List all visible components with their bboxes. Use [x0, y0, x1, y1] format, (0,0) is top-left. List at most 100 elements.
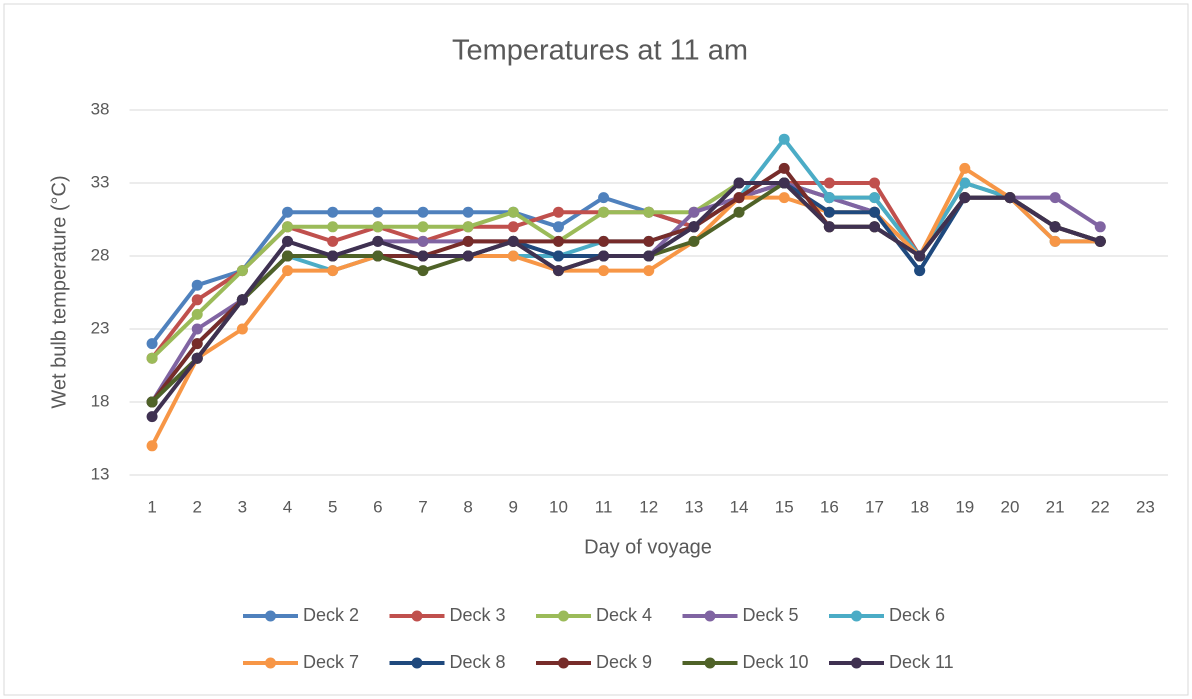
- x-tick-label: 12: [639, 497, 658, 516]
- legend-marker: [411, 657, 423, 669]
- data-point: [372, 206, 384, 218]
- data-point: [282, 221, 294, 233]
- legend-label: Deck 9: [596, 652, 652, 672]
- data-point: [914, 265, 926, 277]
- data-point: [462, 235, 474, 247]
- chart-title: Temperatures at 11 am: [452, 35, 748, 67]
- data-point: [372, 235, 384, 247]
- data-point: [236, 265, 248, 277]
- x-tick-label: 11: [595, 497, 613, 516]
- data-point: [327, 206, 339, 218]
- data-point: [1094, 221, 1106, 233]
- data-point: [146, 396, 158, 408]
- data-point: [191, 308, 203, 320]
- data-point: [191, 279, 203, 291]
- legend-marker: [851, 657, 862, 669]
- legend-label: Deck 10: [743, 652, 809, 672]
- x-tick-label: 3: [238, 497, 247, 516]
- x-tick-label: 1: [147, 497, 156, 516]
- data-point: [146, 440, 158, 452]
- data-point: [733, 206, 745, 218]
- y-tick-label: 23: [91, 318, 110, 337]
- data-point: [778, 162, 790, 174]
- legend-marker: [851, 610, 862, 622]
- data-point: [417, 235, 429, 247]
- data-point: [552, 221, 564, 233]
- x-tick-label: 5: [328, 497, 337, 516]
- data-point: [598, 265, 610, 277]
- data-point: [914, 250, 926, 262]
- x-tick-label: 21: [1046, 497, 1065, 516]
- legend-label: Deck 11: [889, 652, 954, 672]
- data-point: [869, 206, 881, 218]
- data-point: [643, 250, 655, 262]
- x-tick-label: 14: [730, 497, 749, 516]
- x-tick-label: 16: [820, 497, 839, 516]
- series-line: [150, 181, 1101, 418]
- x-tick-label: 22: [1091, 497, 1110, 516]
- data-point: [552, 235, 564, 247]
- data-point: [552, 250, 564, 262]
- data-point: [643, 235, 655, 247]
- data-point: [959, 177, 971, 189]
- data-point: [778, 177, 790, 189]
- data-point: [417, 265, 429, 277]
- data-point: [191, 338, 203, 350]
- x-tick-label: 13: [684, 497, 703, 516]
- y-tick-label: 38: [91, 99, 110, 118]
- data-point: [236, 323, 248, 335]
- chart-frame: [3, 3, 1189, 696]
- legend-label: Deck 5: [743, 605, 799, 625]
- series-line: [150, 166, 1101, 447]
- x-tick-label: 10: [549, 497, 568, 516]
- data-point: [327, 221, 339, 233]
- data-point: [462, 250, 474, 262]
- data-point: [778, 133, 790, 145]
- data-point: [733, 177, 745, 189]
- legend-marker: [558, 610, 569, 622]
- x-tick-label: 23: [1136, 497, 1155, 516]
- data-point: [598, 250, 610, 262]
- x-tick-label: 6: [373, 497, 382, 516]
- data-point: [1004, 192, 1016, 204]
- x-tick-label: 18: [910, 497, 929, 516]
- data-point: [462, 206, 474, 218]
- data-point: [869, 221, 881, 233]
- x-tick-label: 7: [418, 497, 427, 516]
- data-point: [552, 265, 564, 277]
- data-point: [643, 265, 655, 277]
- y-tick-label: 18: [91, 391, 110, 410]
- data-point: [823, 221, 835, 233]
- data-point: [823, 192, 835, 204]
- data-point: [1094, 235, 1106, 247]
- legend-label: Deck 7: [303, 652, 359, 672]
- y-tick-label: 28: [91, 245, 110, 264]
- data-point: [327, 235, 339, 247]
- legend-marker: [704, 610, 716, 622]
- x-tick-label: 8: [463, 497, 472, 516]
- x-tick-label: 4: [283, 497, 292, 516]
- legend-marker: [558, 657, 569, 669]
- legend-marker: [265, 610, 276, 622]
- x-tick-label: 20: [1001, 497, 1020, 516]
- data-point: [462, 221, 474, 233]
- data-point: [507, 250, 519, 262]
- data-point: [643, 206, 655, 218]
- data-point: [372, 221, 384, 233]
- x-tick-label: 2: [192, 497, 201, 516]
- data-point: [327, 265, 339, 277]
- data-point: [688, 235, 700, 247]
- data-point: [191, 352, 203, 364]
- data-point: [282, 206, 294, 218]
- data-point: [417, 206, 429, 218]
- legend-label: Deck 2: [303, 605, 359, 625]
- legend-marker: [411, 610, 423, 622]
- data-point: [146, 338, 158, 350]
- data-point: [507, 235, 519, 247]
- data-point: [191, 294, 203, 306]
- data-point: [236, 294, 248, 306]
- x-tick-label: 9: [509, 497, 518, 516]
- data-point: [146, 411, 158, 423]
- data-point: [146, 352, 158, 364]
